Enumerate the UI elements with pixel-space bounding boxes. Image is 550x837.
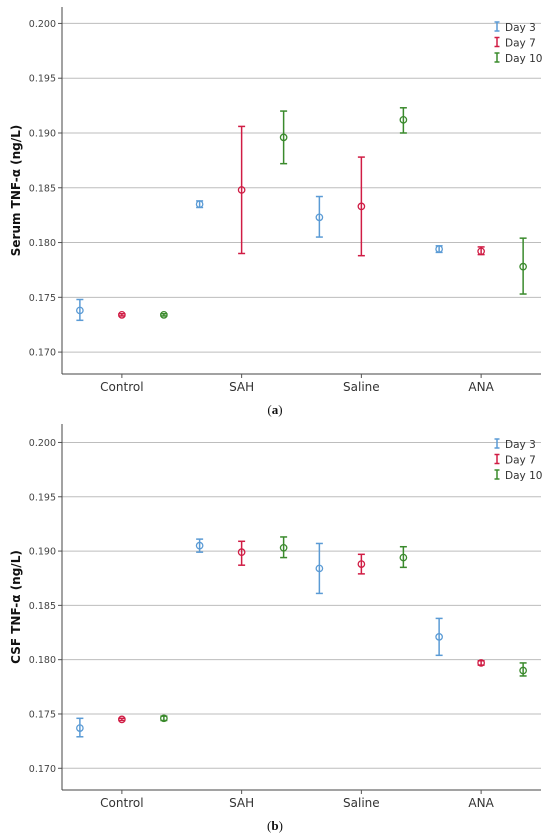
panel-caption: (a) <box>267 402 282 417</box>
mean-point <box>76 306 84 315</box>
mean-point <box>357 202 366 211</box>
x-category-label: Control <box>100 796 143 810</box>
y-tick-label: 0.195 <box>29 492 56 503</box>
y-tick-label: 0.170 <box>29 348 56 359</box>
legend-label: Day 10 <box>505 53 542 65</box>
mean-point <box>315 564 324 573</box>
y-axis-label: CSF TNF-α (ng/L) <box>9 550 23 664</box>
panel-b: 0.170 0.175 0.180 0.185 0.190 0.195 0.200 Contr… <box>9 424 542 833</box>
y-tick-label: 0.190 <box>29 547 56 558</box>
mean-point <box>435 633 443 641</box>
y-tick-label: 0.175 <box>29 293 56 304</box>
legend-label: Day 3 <box>505 22 536 34</box>
mean-point <box>237 186 246 194</box>
legend-label: Day 7 <box>505 455 536 467</box>
x-category-label: ANA <box>468 796 494 810</box>
x-category-label: Saline <box>343 796 380 810</box>
y-tick-label: 0.195 <box>29 74 56 85</box>
panel-caption: (b) <box>267 818 283 833</box>
legend-label: Day 3 <box>505 439 536 451</box>
mean-point <box>279 133 288 142</box>
mean-point <box>477 247 485 256</box>
mean-point <box>519 666 527 675</box>
x-category-label: Control <box>100 380 143 394</box>
y-tick-label: 0.200 <box>29 19 56 30</box>
mean-point <box>399 115 408 124</box>
x-category-label: Saline <box>343 380 380 394</box>
y-tick-label: 0.180 <box>29 655 56 666</box>
mean-point <box>237 548 246 557</box>
mean-point <box>519 262 527 271</box>
y-tick-label: 0.170 <box>29 764 56 775</box>
mean-point <box>118 310 126 319</box>
mean-point <box>160 310 168 319</box>
mean-point <box>118 715 126 724</box>
mean-point <box>399 553 408 562</box>
legend-label: Day 7 <box>505 38 536 50</box>
x-category-label: SAH <box>229 380 254 394</box>
mean-point <box>477 659 485 667</box>
y-tick-label: 0.190 <box>29 128 56 139</box>
mean-point <box>435 245 443 253</box>
legend-label: Day 10 <box>505 470 542 482</box>
panel-a: 0.170 0.175 0.180 0.185 0.190 0.195 0.200 Contr… <box>9 7 542 417</box>
y-tick-label: 0.175 <box>29 709 56 720</box>
x-category-label: ANA <box>468 380 494 394</box>
y-axis-label: Serum TNF-α (ng/L) <box>9 125 23 257</box>
y-tick-label: 0.180 <box>29 238 56 249</box>
y-tick-label: 0.185 <box>29 183 56 194</box>
mean-point <box>357 560 366 568</box>
x-category-label: SAH <box>229 796 254 810</box>
mean-point <box>76 724 84 732</box>
mean-point <box>195 200 204 209</box>
y-tick-label: 0.185 <box>29 601 56 612</box>
mean-point <box>195 541 204 550</box>
mean-point <box>160 714 168 723</box>
mean-point <box>279 543 288 552</box>
mean-point <box>315 213 324 222</box>
y-tick-label: 0.200 <box>29 438 56 449</box>
